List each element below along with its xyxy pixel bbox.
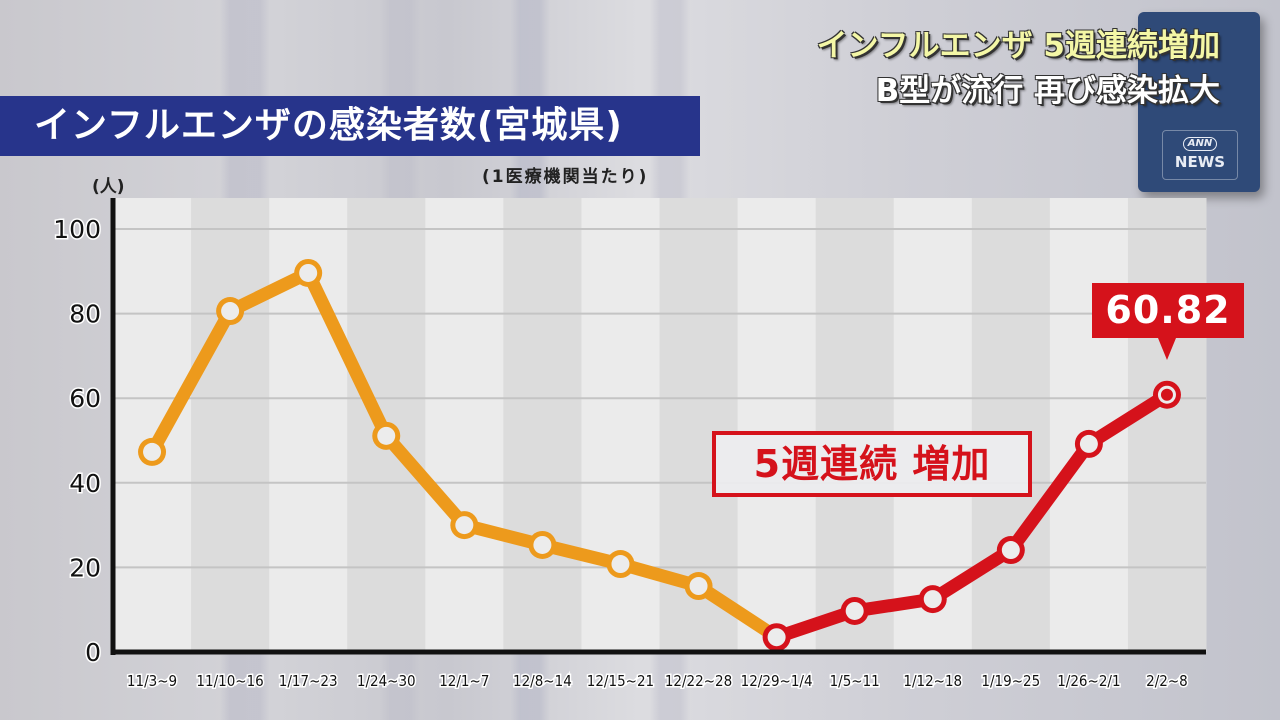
data-markers	[138, 258, 1181, 652]
headline-line-2: B型が流行 再び感染拡大	[875, 73, 1220, 109]
y-tick-label: 0	[85, 638, 101, 667]
x-tick-label: 12/1~7	[439, 672, 489, 690]
latest-value-callout: 60.82	[1092, 283, 1244, 360]
x-tick-label: 12/29~1/4	[741, 672, 813, 690]
headline-line-1: インフルエンザ 5週連続増加	[816, 28, 1220, 64]
x-tick-label: 1/19~25	[981, 672, 1040, 690]
column-band	[191, 198, 270, 652]
x-tick-label: 1/24~30	[357, 672, 416, 690]
y-axis-unit-label: (人)	[92, 177, 125, 197]
data-point-inner	[455, 516, 474, 535]
data-point-inner	[377, 426, 396, 445]
data-point-inner	[845, 601, 864, 620]
data-point-inner	[299, 263, 318, 282]
data-point-inner	[143, 442, 162, 461]
chart-title: インフルエンザの感染者数(宮城県)	[0, 96, 700, 156]
data-point-inner	[1079, 434, 1098, 453]
data-point-inner	[767, 628, 786, 647]
logo-news-text: NEWS	[1174, 153, 1226, 171]
column-bands	[113, 198, 1207, 652]
chart-subtitle: (1医療機関当たり)	[482, 167, 649, 187]
x-axis-ticks: 11/3~9 11/10~16 1/17~23 1/24~30 12/1~7 12/8~1…	[125, 671, 1189, 692]
x-tick-label: 1/12~18	[903, 672, 962, 690]
data-point-inner	[611, 555, 630, 574]
five-week-increase-callout: 5週連続 増加	[712, 431, 1032, 497]
x-tick-label: 1/26~2/1	[1057, 672, 1120, 690]
x-tick-label: 12/15~21	[587, 672, 654, 690]
x-tick-label: 1/17~23	[279, 672, 338, 690]
y-axis-ticks: 0 20 40 60 80 100	[52, 214, 103, 669]
column-band	[737, 198, 817, 652]
column-band	[1127, 198, 1207, 652]
y-tick-label: 20	[69, 553, 101, 582]
data-point-inner	[533, 535, 552, 554]
column-band	[503, 198, 582, 652]
x-tick-label: 1/5~11	[830, 672, 880, 690]
data-point-inner	[923, 590, 942, 609]
x-tick-label: 11/3~9	[127, 672, 177, 690]
axes	[110, 198, 1206, 655]
x-tick-label: 11/10~16	[196, 672, 263, 690]
column-band	[971, 198, 1051, 652]
data-point-inner	[221, 302, 240, 321]
latest-point-dot	[1160, 388, 1173, 401]
news-headline: インフルエンザ 5週連続増加 B型が流行 再び感染拡大	[817, 24, 1220, 114]
data-point-inner	[1001, 541, 1020, 560]
ann-news-mark: ANN NEWS	[1162, 130, 1238, 180]
logo-ann-text: ANN	[1182, 137, 1218, 151]
y-tick-label: 40	[69, 469, 101, 498]
data-point-inner	[689, 577, 708, 596]
y-tick-label: 60	[69, 384, 101, 413]
x-tick-label: 2/2~8	[1146, 672, 1188, 690]
column-band	[425, 198, 504, 652]
column-band	[113, 198, 192, 652]
column-band	[581, 198, 660, 652]
column-band	[815, 198, 895, 652]
y-tick-label: 80	[69, 300, 101, 329]
ann-news-logo: ANN NEWS	[1138, 12, 1260, 192]
x-tick-label: 12/8~14	[513, 672, 572, 690]
x-tick-label: 12/22~28	[665, 672, 732, 690]
y-tick-label: 100	[53, 215, 101, 244]
